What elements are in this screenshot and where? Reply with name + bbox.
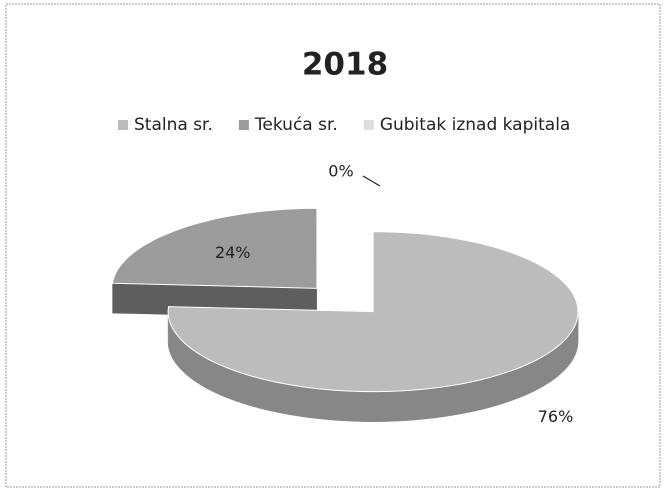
- data-label: 76%: [538, 407, 574, 426]
- slice: [167, 231, 579, 393]
- legend-swatch: [363, 120, 374, 130]
- slice: [111, 207, 318, 289]
- leader-line: [362, 175, 381, 187]
- legend-label: Stalna sr.: [134, 115, 213, 135]
- legend-label: Tekuća sr.: [254, 115, 338, 135]
- data-label: 0%: [328, 162, 353, 181]
- data-label: 24%: [215, 243, 251, 262]
- chart-title: 2018: [302, 47, 388, 83]
- legend-label: Gubitak iznad kapitala: [380, 115, 571, 135]
- legend-swatch: [118, 120, 128, 130]
- legend-swatch: [238, 120, 249, 130]
